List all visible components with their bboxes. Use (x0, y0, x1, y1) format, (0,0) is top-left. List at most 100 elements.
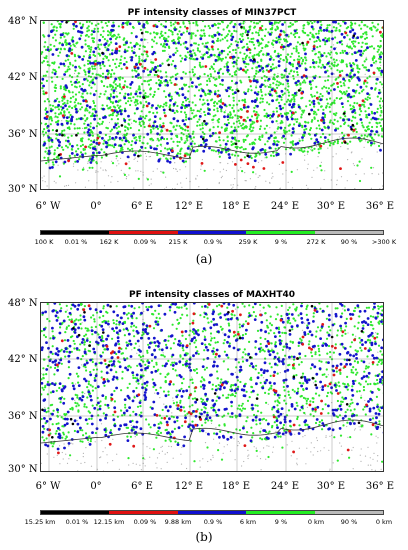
pf-point (148, 110, 151, 114)
pf-point (358, 382, 361, 385)
pf-point (82, 166, 85, 169)
pf-point (382, 172, 383, 174)
pf-point (169, 79, 172, 82)
pf-point (234, 163, 237, 166)
pf-point (240, 108, 243, 111)
pf-point (230, 140, 233, 143)
pf-point (309, 21, 312, 23)
pf-point (242, 22, 245, 25)
pf-point (254, 187, 256, 189)
pf-point (166, 83, 169, 87)
pf-point (221, 175, 223, 177)
pf-point (193, 390, 197, 393)
pf-point (185, 152, 188, 155)
pf-point (60, 399, 62, 401)
pf-point (228, 103, 231, 107)
pf-point (41, 77, 45, 81)
pf-point (43, 116, 47, 120)
pf-point (301, 41, 304, 45)
pf-point (80, 137, 83, 140)
pf-point (138, 57, 141, 60)
pf-point (98, 95, 101, 98)
pf-point (186, 147, 190, 150)
pf-point (279, 112, 282, 115)
pf-point (320, 187, 322, 189)
pf-point (186, 30, 189, 33)
pf-point (145, 305, 148, 309)
pf-point (316, 119, 320, 122)
pf-point (145, 104, 149, 108)
pf-point (201, 89, 205, 92)
pf-point (375, 29, 378, 32)
pf-point (276, 372, 279, 375)
pf-point (219, 39, 222, 42)
pf-point (255, 84, 257, 86)
pf-point (68, 154, 71, 157)
pf-point (80, 95, 83, 98)
pf-point (336, 184, 338, 186)
pf-point (95, 161, 98, 164)
pf-point (351, 449, 353, 451)
pf-point (78, 158, 81, 161)
pf-point (198, 89, 201, 92)
pf-point (255, 53, 259, 56)
pf-point (91, 134, 94, 137)
pf-point (163, 111, 166, 114)
pf-point (146, 349, 149, 352)
pf-point (319, 136, 322, 139)
pf-point (292, 358, 296, 361)
pf-point (169, 99, 172, 102)
pf-point (59, 85, 62, 88)
pf-point (104, 133, 107, 137)
pf-point (276, 75, 279, 78)
pf-point (297, 60, 301, 64)
pf-point (170, 149, 174, 153)
pf-point (289, 424, 292, 427)
pf-point (104, 397, 107, 400)
pf-point (191, 376, 193, 378)
pf-point (378, 57, 381, 60)
pf-point (246, 46, 249, 49)
pf-point (349, 140, 352, 143)
pf-point (44, 48, 48, 51)
pf-point (259, 119, 262, 122)
pf-point (350, 341, 353, 344)
pf-point (75, 133, 78, 137)
pf-point (206, 41, 209, 44)
pf-point (138, 47, 141, 51)
pf-point (89, 122, 92, 125)
pf-point (368, 27, 372, 30)
pf-point (309, 66, 312, 69)
pf-point (57, 54, 60, 57)
pf-point (119, 58, 122, 62)
pf-point (248, 128, 251, 131)
pf-point (162, 105, 165, 108)
pf-point (124, 129, 127, 132)
pf-point (126, 435, 129, 438)
pf-point (114, 77, 118, 81)
pf-point (302, 396, 305, 399)
pf-point (264, 312, 267, 315)
pf-point (317, 108, 320, 111)
pf-point (267, 455, 270, 459)
pf-point (253, 74, 256, 78)
pf-point (185, 116, 188, 119)
pf-point (265, 69, 268, 72)
pf-point (309, 128, 312, 132)
pf-point (170, 137, 173, 140)
pf-point (55, 389, 58, 392)
pf-point (216, 377, 219, 380)
pf-point (268, 445, 270, 447)
pf-point (248, 143, 251, 146)
pf-point (170, 446, 172, 448)
pf-point (197, 77, 200, 80)
pf-point (188, 385, 191, 388)
pf-point (296, 83, 299, 86)
pf-point (292, 96, 295, 99)
pf-point (59, 36, 62, 39)
pf-point (83, 334, 86, 338)
pf-point (93, 145, 97, 148)
pf-point (257, 31, 260, 34)
pf-point (138, 22, 141, 25)
pf-point (162, 124, 165, 128)
